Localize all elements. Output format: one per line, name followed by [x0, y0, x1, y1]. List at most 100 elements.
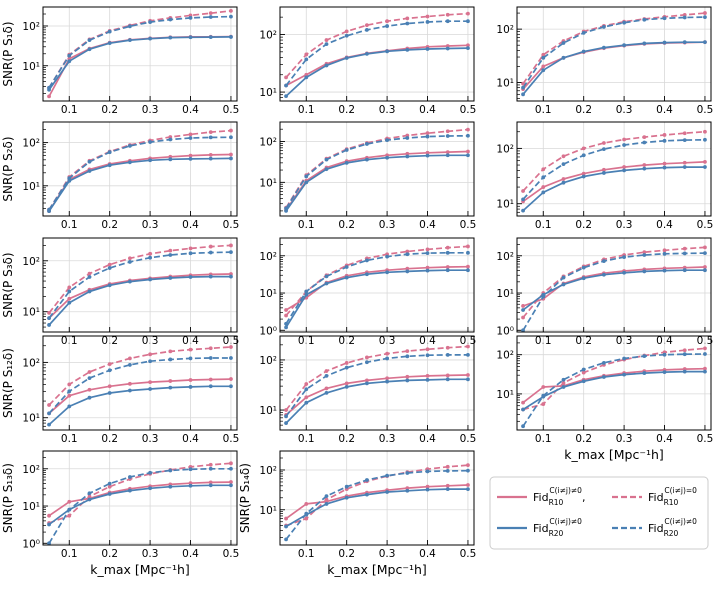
- data-point: [445, 268, 450, 273]
- data-point: [364, 492, 369, 497]
- data-point: [581, 370, 586, 375]
- series-line-r20-full: [522, 269, 705, 311]
- data-point: [703, 265, 707, 269]
- series-line-r20-diag: [48, 15, 231, 89]
- data-point: [107, 150, 112, 155]
- data-point: [67, 393, 72, 398]
- data-point: [364, 52, 369, 56]
- data-point: [364, 258, 369, 263]
- data-point: [622, 356, 627, 361]
- data-point: [67, 389, 72, 394]
- y-tick-label: 10⁰: [22, 538, 40, 550]
- data-point: [284, 206, 288, 211]
- data-point: [581, 31, 586, 35]
- y-tick-label: 10²: [22, 464, 40, 476]
- data-point: [521, 400, 525, 405]
- data-point: [188, 385, 193, 389]
- data-point: [67, 176, 72, 181]
- data-point: [405, 21, 410, 26]
- data-point: [188, 378, 193, 382]
- data-point: [445, 464, 450, 469]
- data-point: [703, 165, 707, 169]
- data-point: [304, 382, 309, 386]
- data-point: [304, 516, 309, 521]
- data-point: [344, 384, 349, 389]
- data-point: [188, 356, 193, 361]
- data-point: [703, 251, 707, 255]
- data-point: [445, 250, 450, 255]
- data-point: [87, 370, 92, 374]
- legend-label-r10-full: FidR10C(i≠j)≠0,: [533, 486, 585, 507]
- data-point: [67, 178, 72, 183]
- data-point: [208, 130, 213, 135]
- data-point: [405, 154, 410, 159]
- data-point: [107, 481, 112, 486]
- data-point: [541, 190, 546, 195]
- data-point: [284, 408, 288, 412]
- data-point: [87, 376, 92, 381]
- data-point: [601, 167, 606, 172]
- data-point: [703, 15, 707, 20]
- data-point: [682, 348, 687, 353]
- data-point: [127, 363, 132, 367]
- data-point: [188, 251, 193, 256]
- y-tick-label: 10¹: [259, 177, 277, 189]
- data-point: [284, 308, 288, 312]
- data-point: [229, 345, 233, 349]
- data-point: [445, 468, 450, 473]
- data-point: [622, 143, 627, 147]
- data-point: [344, 361, 349, 365]
- data-point: [87, 494, 92, 499]
- data-point: [466, 352, 470, 357]
- x-tick-label: 0.4: [182, 219, 199, 231]
- data-point: [168, 35, 173, 40]
- data-point: [168, 276, 173, 280]
- data-point: [208, 156, 213, 161]
- data-point: [67, 507, 72, 512]
- data-point: [87, 289, 92, 294]
- data-point: [304, 395, 309, 400]
- series-line-r10-full: [48, 273, 231, 319]
- data-point: [364, 28, 369, 32]
- y-tick-label: 10¹: [259, 87, 277, 99]
- data-point: [622, 137, 627, 142]
- series-line-r10-diag: [48, 10, 231, 89]
- data-point: [642, 140, 647, 145]
- data-point: [229, 243, 233, 248]
- panel-frame: [279, 237, 475, 333]
- data-point: [304, 289, 309, 294]
- y-tick-label: 10²: [259, 465, 277, 477]
- y-tick-label: 10¹: [22, 307, 40, 319]
- x-tick-label: 0.5: [697, 104, 714, 116]
- data-point: [521, 189, 525, 193]
- data-point: [466, 377, 470, 382]
- data-point: [148, 36, 153, 41]
- data-point: [344, 33, 349, 38]
- data-point: [107, 368, 112, 373]
- y-tick-label: 10¹: [496, 288, 514, 300]
- data-point: [148, 380, 153, 385]
- x-tick-label: 0.3: [142, 104, 159, 116]
- data-point: [405, 349, 410, 353]
- panel-frame: [42, 335, 238, 431]
- series-line-r20-full: [48, 275, 231, 326]
- series-line-r10-full: [48, 35, 231, 97]
- x-tick-label: 0.5: [223, 433, 240, 445]
- data-point: [703, 268, 707, 273]
- data-point: [466, 133, 470, 138]
- data-point: [682, 131, 687, 136]
- y-tick-label: 10²: [259, 136, 277, 148]
- data-point: [148, 20, 153, 25]
- data-point: [662, 161, 667, 166]
- data-point: [284, 313, 288, 318]
- data-point: [188, 246, 193, 251]
- series-line-r10-diag: [285, 128, 468, 209]
- data-point: [344, 484, 349, 489]
- x-axis-label: k_max [Mpc⁻¹h]: [327, 562, 427, 577]
- data-point: [304, 57, 309, 62]
- data-point: [601, 171, 606, 175]
- data-point: [67, 296, 72, 301]
- data-point: [47, 403, 51, 407]
- data-point: [87, 387, 92, 392]
- data-point: [622, 165, 627, 169]
